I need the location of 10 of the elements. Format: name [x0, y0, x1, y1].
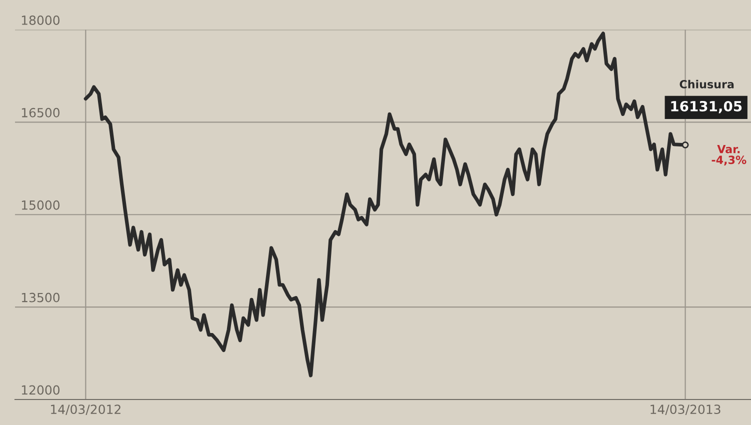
annotation: Chiusura — [680, 80, 734, 88]
x-tick-label: 14/03/2012 — [51, 404, 120, 416]
y-tick-label: 16500 — [22, 108, 60, 118]
y-tick-label: 18000 — [22, 16, 60, 25]
annotation: 16131,05 — [671, 100, 742, 114]
y-tick-label: 15000 — [22, 200, 60, 210]
y-tick-label: 12000 — [22, 385, 60, 395]
annotation: Var. -4,3% — [712, 145, 746, 166]
y-tick-label: 13500 — [22, 292, 60, 302]
x-tick-label: 14/03/2013 — [650, 404, 720, 416]
